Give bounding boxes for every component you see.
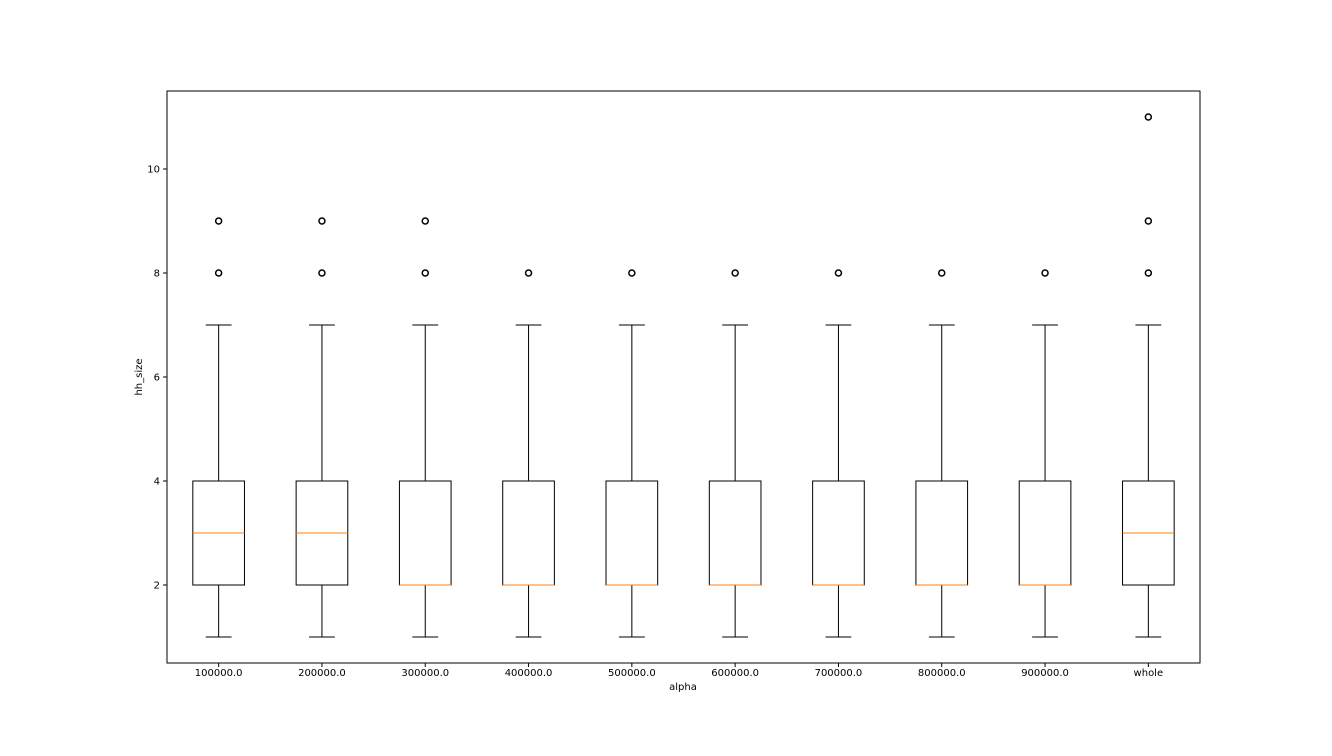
outlier-point [1144, 217, 1153, 225]
x-tick-label: 400000.0 [505, 668, 553, 679]
box [605, 480, 659, 586]
box-group [192, 217, 245, 638]
outlier-point [421, 269, 429, 277]
box-group [812, 269, 865, 638]
box [502, 480, 555, 586]
outlier-point [214, 217, 223, 225]
y-tick-label: 8 [154, 269, 160, 280]
box [915, 480, 969, 586]
box [812, 480, 865, 586]
y-tick-label: 2 [154, 581, 160, 592]
outlier-point [731, 269, 739, 277]
outlier-point [421, 217, 429, 225]
outlier-point [1144, 269, 1153, 277]
outlier-point [214, 269, 223, 277]
outlier-point [1041, 269, 1049, 277]
x-tick-label: 900000.0 [1021, 668, 1069, 679]
outlier-point [318, 217, 326, 225]
x-tick-label: 800000.0 [918, 668, 966, 679]
box [708, 480, 762, 586]
box-group [1018, 269, 1072, 638]
outlier-point [318, 269, 326, 277]
x-tick-label: 600000.0 [711, 668, 759, 679]
box-group [398, 217, 452, 638]
x-axis-label: alpha [669, 682, 697, 693]
chart-marks [192, 113, 1175, 638]
y-axis: 2 4 6 8 10 [147, 165, 167, 592]
x-tick-label: 500000.0 [608, 668, 656, 679]
outlier-point [524, 269, 533, 277]
x-tick-label: 100000.0 [195, 668, 243, 679]
outlier-point [938, 269, 946, 277]
y-axis-label: hh_size [134, 358, 145, 395]
box-group [1122, 113, 1175, 638]
y-tick-label: 4 [154, 477, 160, 488]
x-tick-label: 300000.0 [401, 668, 449, 679]
outlier-point [1144, 113, 1153, 121]
y-tick-label: 6 [154, 373, 160, 384]
x-axis: 100000.0 200000.0 300000.0 400000.0 500000.0… [195, 663, 1163, 679]
outlier-point [628, 269, 636, 277]
box-group [708, 269, 762, 638]
y-tick-label: 10 [147, 165, 160, 176]
x-tick-label: 200000.0 [298, 668, 346, 679]
outlier-point [834, 269, 843, 277]
box-group [915, 269, 969, 638]
x-tick-label: 700000.0 [815, 668, 863, 679]
box-group [605, 269, 659, 638]
box [1018, 480, 1072, 586]
box-group [295, 217, 349, 638]
box-group [502, 269, 555, 638]
box [398, 480, 452, 586]
x-tick-label: whole [1134, 668, 1164, 679]
